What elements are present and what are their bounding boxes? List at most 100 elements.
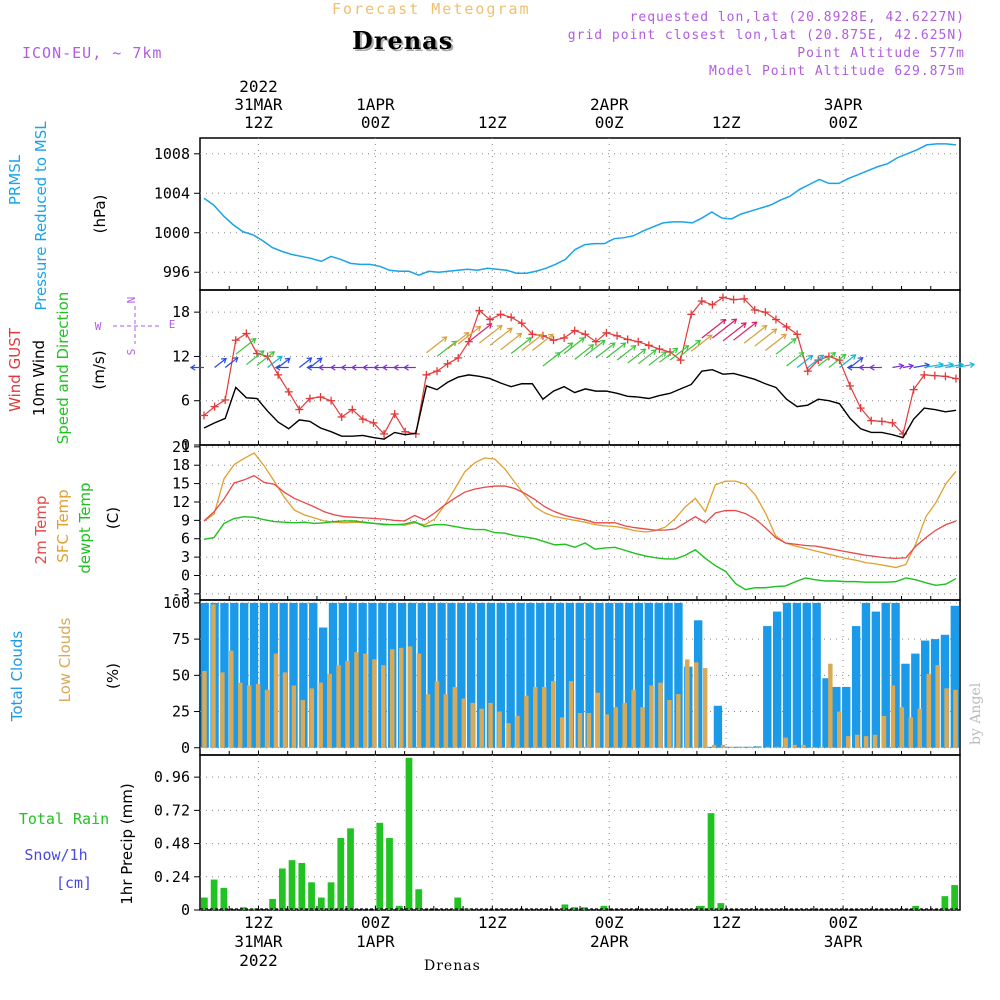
arrow-head <box>781 333 787 340</box>
wind-direction-arrow <box>403 364 416 371</box>
low-clouds-bar <box>550 681 556 748</box>
low-clouds-bar <box>372 659 377 748</box>
wind-direction-arrow <box>743 324 768 344</box>
arrow-head <box>306 364 312 371</box>
low-clouds-bar <box>926 673 931 748</box>
low-clouds-bar <box>568 681 574 748</box>
total-clouds-bar <box>565 602 575 748</box>
arrow-head <box>630 345 637 351</box>
wind-direction-arrow <box>553 342 574 359</box>
arrow-head <box>221 357 227 364</box>
total-clouds-bar <box>802 602 811 748</box>
low-clouds-bar <box>533 686 538 748</box>
arrow-head <box>537 333 544 340</box>
gust-marker <box>581 330 590 339</box>
wind-direction-arrow <box>817 352 837 367</box>
wind-direction-arrow <box>381 364 395 371</box>
wind-direction-arrow <box>510 337 533 354</box>
snow-title: Snow/1h <box>24 846 87 864</box>
total-clouds-bar <box>289 602 298 748</box>
total-clouds-bar <box>644 602 654 748</box>
arrow-head <box>526 337 533 343</box>
arrow-head <box>318 364 324 371</box>
wind-direction-arrow <box>902 363 915 370</box>
gust-marker <box>644 341 653 350</box>
total-clouds-bar <box>782 602 792 748</box>
wind-direction-arrow <box>754 328 778 347</box>
arrow-head <box>751 321 758 328</box>
gust-marker <box>591 337 600 346</box>
point-altitude: Point Altitude 577m <box>797 46 965 61</box>
arrow-head <box>620 342 627 349</box>
rain-bar <box>600 905 608 910</box>
temp-ytick-label: 15 <box>172 475 190 493</box>
arrow-shaft <box>913 364 930 369</box>
arrow-shaft <box>839 354 856 368</box>
low-clouds-bar <box>649 685 654 748</box>
arrow-shaft <box>627 348 646 364</box>
compass-w: W <box>95 320 102 333</box>
total-clouds-bar <box>328 602 338 748</box>
wind-direction-arrow <box>298 357 313 368</box>
total-clouds-bar <box>486 602 496 748</box>
gust-marker <box>305 394 314 403</box>
precip-ytick-label: 0 <box>181 901 190 919</box>
arrow-head <box>350 364 357 371</box>
low-clouds-bar <box>202 670 207 748</box>
arrow-shaft <box>309 357 323 368</box>
precip-ytick-label: 0.24 <box>154 868 190 886</box>
low-clouds-bar <box>246 685 252 748</box>
arrow-shaft <box>902 365 914 369</box>
wind-direction-arrow <box>457 325 482 345</box>
wind-direction-arrow <box>235 338 257 355</box>
arrow-head <box>908 363 915 370</box>
pressure-ytick-label: 996 <box>163 263 190 281</box>
wind-direction-arrow <box>214 357 227 368</box>
bottom-hour-label: 00Z <box>829 913 858 932</box>
total-clouds-bar <box>792 602 802 748</box>
arrow-head <box>329 364 336 371</box>
low-clouds-bar <box>586 712 592 748</box>
gust-marker <box>877 417 886 426</box>
total-clouds-bar <box>466 602 476 748</box>
low-clouds-bar <box>872 734 878 748</box>
gust-marker <box>295 405 304 414</box>
wind-unit: (m/s) <box>90 350 108 389</box>
sfc-temp-line <box>203 452 957 569</box>
low-clouds-bar <box>381 665 386 748</box>
low-clouds-bar <box>479 708 484 748</box>
arrow-shaft <box>553 342 573 359</box>
arrow-shaft <box>817 352 836 367</box>
low-clouds-bar <box>774 746 779 748</box>
gust-marker <box>708 300 717 309</box>
gust-marker <box>846 381 855 390</box>
gust-marker <box>242 329 251 338</box>
arrow-shaft <box>563 337 585 354</box>
arrow-head <box>486 323 493 329</box>
wind-direction-arrow <box>796 354 814 368</box>
wind-speed-line <box>203 368 957 440</box>
temp-2m-title: 2m Temp <box>32 496 50 565</box>
arrow-head <box>661 351 667 357</box>
gust-marker <box>284 387 293 396</box>
rain-bar <box>347 828 354 910</box>
arrow-head <box>506 327 513 334</box>
snow-unit: [cm] <box>56 874 92 892</box>
model-altitude: Model Point Altitude 629.875m <box>709 64 965 79</box>
arrow-head <box>451 340 458 347</box>
clouds-ytick-label: 25 <box>172 703 190 721</box>
arrow-shaft <box>669 345 689 361</box>
rain-bar <box>717 903 725 910</box>
low-clouds-bar <box>676 694 681 748</box>
arrow-shaft <box>807 354 824 368</box>
total-clouds-bar <box>674 602 683 748</box>
gust-marker <box>602 328 611 337</box>
requested-location: requested lon,lat (20.8928E, 42.6227N) <box>629 10 965 25</box>
arrow-head <box>731 318 738 325</box>
low-clouds-bar <box>407 646 413 748</box>
gust-marker <box>454 353 463 362</box>
low-clouds-bar <box>524 695 529 748</box>
dewpt-title: dewpt Temp <box>76 482 94 573</box>
total-clouds-bar <box>881 602 890 748</box>
total-clouds-bar <box>605 602 614 748</box>
